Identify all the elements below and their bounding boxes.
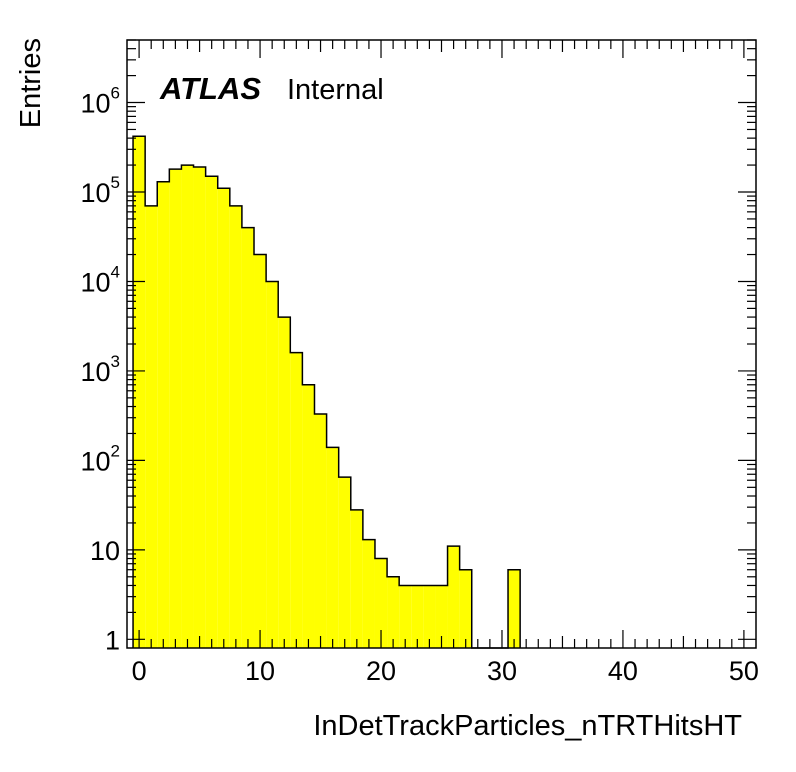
histogram-bar [302, 384, 315, 648]
y-tick-label: 103 [80, 352, 120, 387]
x-axis-title: InDetTrackParticles_nTRTHitsHT [313, 710, 742, 742]
histogram-bar [374, 558, 388, 648]
y-tick-label: 102 [80, 441, 120, 476]
histogram-bar [241, 227, 255, 648]
x-tick-label: 30 [487, 656, 517, 686]
histogram-bar [205, 176, 218, 648]
histogram-bar [145, 205, 158, 648]
plot-frame [126, 39, 757, 649]
histogram-bar [447, 546, 460, 648]
x-tick-label: 20 [366, 656, 396, 686]
y-tick-label: 10 [90, 536, 120, 566]
histogram-bar [399, 585, 412, 648]
histogram-bar [290, 352, 303, 648]
histogram-bars [132, 135, 521, 649]
histogram-bar [181, 165, 194, 648]
histogram-bar [157, 181, 170, 648]
histogram-bar [278, 317, 291, 648]
histogram-bar [362, 539, 375, 648]
x-tick-labels: 0 10 20 30 40 50 [132, 656, 759, 686]
histogram-outline [132, 135, 521, 649]
histogram-bar [435, 585, 448, 648]
x-tick-label: 40 [608, 656, 638, 686]
histogram-bar [193, 167, 206, 648]
histogram-bar [229, 205, 242, 648]
atlas-label: ATLAS [159, 71, 261, 106]
histogram-bar [133, 136, 146, 648]
histogram-bar [411, 585, 424, 648]
histogram-bar [254, 254, 267, 648]
histogram-bar [423, 585, 436, 648]
axis-ticks [127, 39, 756, 648]
histogram-bar [314, 414, 327, 648]
histogram-bar [338, 477, 351, 648]
histogram-bar [326, 447, 339, 648]
x-tick-label: 10 [245, 656, 275, 686]
histogram-bar [217, 188, 230, 649]
x-tick-label: 0 [132, 656, 147, 686]
histogram-bar [169, 169, 182, 648]
histogram-bar [266, 281, 279, 648]
histogram-bar [387, 576, 400, 648]
x-tick-label: 50 [729, 656, 759, 686]
histogram-bar [350, 509, 363, 648]
y-axis-title: Entries [15, 38, 47, 128]
y-tick-label: 106 [80, 84, 120, 119]
histogram-bar [508, 569, 521, 648]
histogram-bar [459, 569, 472, 648]
y-tick-label: 105 [80, 173, 120, 208]
y-tick-labels: 1 10 102 103 104 105 106 [80, 84, 120, 656]
status-label: Internal [287, 74, 384, 106]
y-tick-label: 104 [80, 262, 120, 297]
y-tick-label: 1 [105, 625, 120, 655]
